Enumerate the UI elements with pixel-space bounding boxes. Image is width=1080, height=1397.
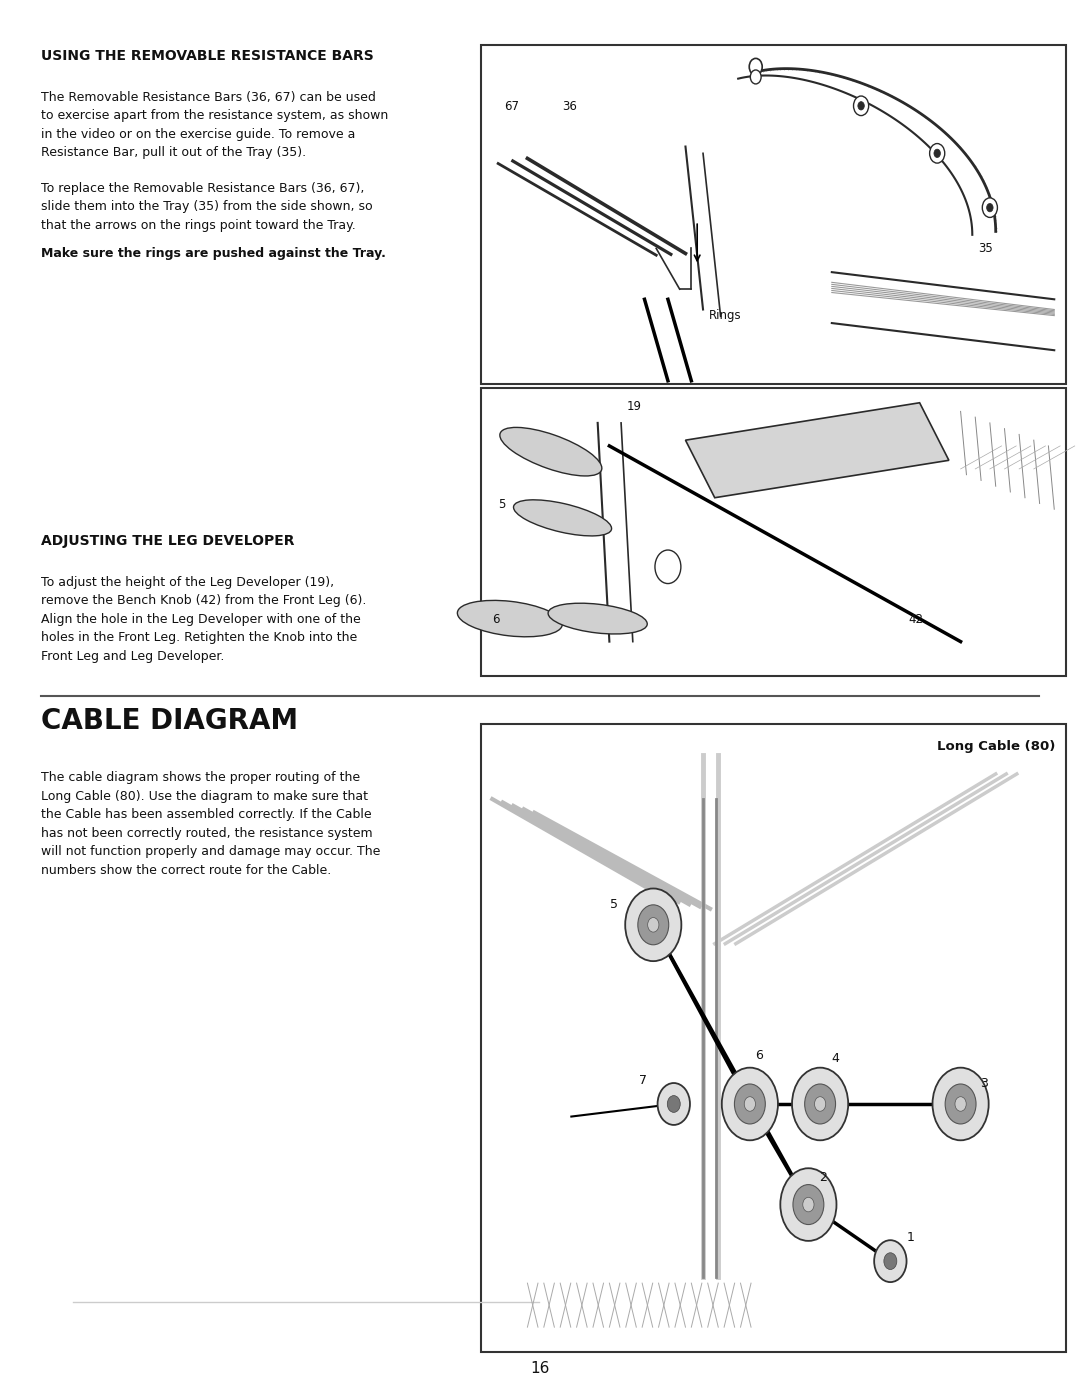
Circle shape (987, 204, 994, 212)
Text: 6: 6 (492, 613, 500, 626)
Text: 3: 3 (980, 1077, 988, 1090)
Text: 67: 67 (504, 99, 519, 113)
Circle shape (934, 149, 941, 158)
Circle shape (955, 1097, 967, 1111)
Text: Long Cable (80): Long Cable (80) (936, 740, 1055, 753)
Text: USING THE REMOVABLE RESISTANCE BARS: USING THE REMOVABLE RESISTANCE BARS (41, 49, 374, 63)
Text: 4: 4 (831, 1052, 839, 1065)
Text: 19: 19 (627, 400, 642, 414)
Bar (481, 45, 1066, 384)
Circle shape (658, 1083, 690, 1125)
Circle shape (667, 1095, 680, 1112)
Circle shape (751, 70, 761, 84)
Circle shape (792, 1067, 848, 1140)
Circle shape (814, 1097, 826, 1111)
Circle shape (625, 888, 681, 961)
Text: 2: 2 (820, 1171, 827, 1183)
Circle shape (805, 1084, 836, 1125)
Circle shape (654, 550, 680, 584)
Bar (481, 388, 1066, 676)
Circle shape (793, 1185, 824, 1225)
Text: The cable diagram shows the proper routing of the
Long Cable (80). Use the diagr: The cable diagram shows the proper routi… (41, 771, 380, 877)
Circle shape (874, 1241, 906, 1282)
Circle shape (853, 96, 868, 116)
Circle shape (945, 1084, 976, 1125)
Text: 36: 36 (563, 99, 578, 113)
Text: 5: 5 (610, 898, 618, 911)
Circle shape (930, 144, 945, 163)
Circle shape (648, 918, 659, 932)
Text: The Removable Resistance Bars (36, 67) can be used
to exercise apart from the re: The Removable Resistance Bars (36, 67) c… (41, 91, 389, 159)
Circle shape (802, 1197, 814, 1211)
Circle shape (750, 59, 762, 75)
Text: 42: 42 (908, 613, 923, 626)
Ellipse shape (457, 601, 563, 637)
Text: 16: 16 (530, 1361, 550, 1376)
Circle shape (858, 102, 864, 110)
Ellipse shape (548, 604, 647, 634)
Text: To adjust the height of the Leg Developer (19),
remove the Bench Knob (42) from : To adjust the height of the Leg Develope… (41, 576, 366, 662)
Text: 5: 5 (498, 497, 505, 511)
Circle shape (744, 1097, 756, 1111)
Text: Make sure the rings are pushed against the Tray.: Make sure the rings are pushed against t… (41, 247, 386, 260)
Text: Rings: Rings (708, 310, 742, 323)
Polygon shape (686, 402, 949, 497)
Circle shape (638, 905, 669, 944)
Circle shape (721, 1067, 778, 1140)
Ellipse shape (500, 427, 602, 476)
Circle shape (734, 1084, 766, 1125)
Text: 1: 1 (906, 1231, 915, 1245)
Circle shape (883, 1253, 896, 1270)
Text: 35: 35 (978, 242, 993, 254)
Circle shape (983, 198, 998, 218)
Text: CABLE DIAGRAM: CABLE DIAGRAM (41, 707, 298, 735)
Bar (481, 724, 1066, 1352)
Text: 7: 7 (639, 1074, 647, 1087)
Ellipse shape (513, 500, 611, 536)
Text: To replace the Removable Resistance Bars (36, 67),
slide them into the Tray (35): To replace the Removable Resistance Bars… (41, 182, 373, 232)
Circle shape (932, 1067, 988, 1140)
Text: ADJUSTING THE LEG DEVELOPER: ADJUSTING THE LEG DEVELOPER (41, 534, 295, 548)
Circle shape (781, 1168, 837, 1241)
Text: 6: 6 (755, 1049, 764, 1062)
